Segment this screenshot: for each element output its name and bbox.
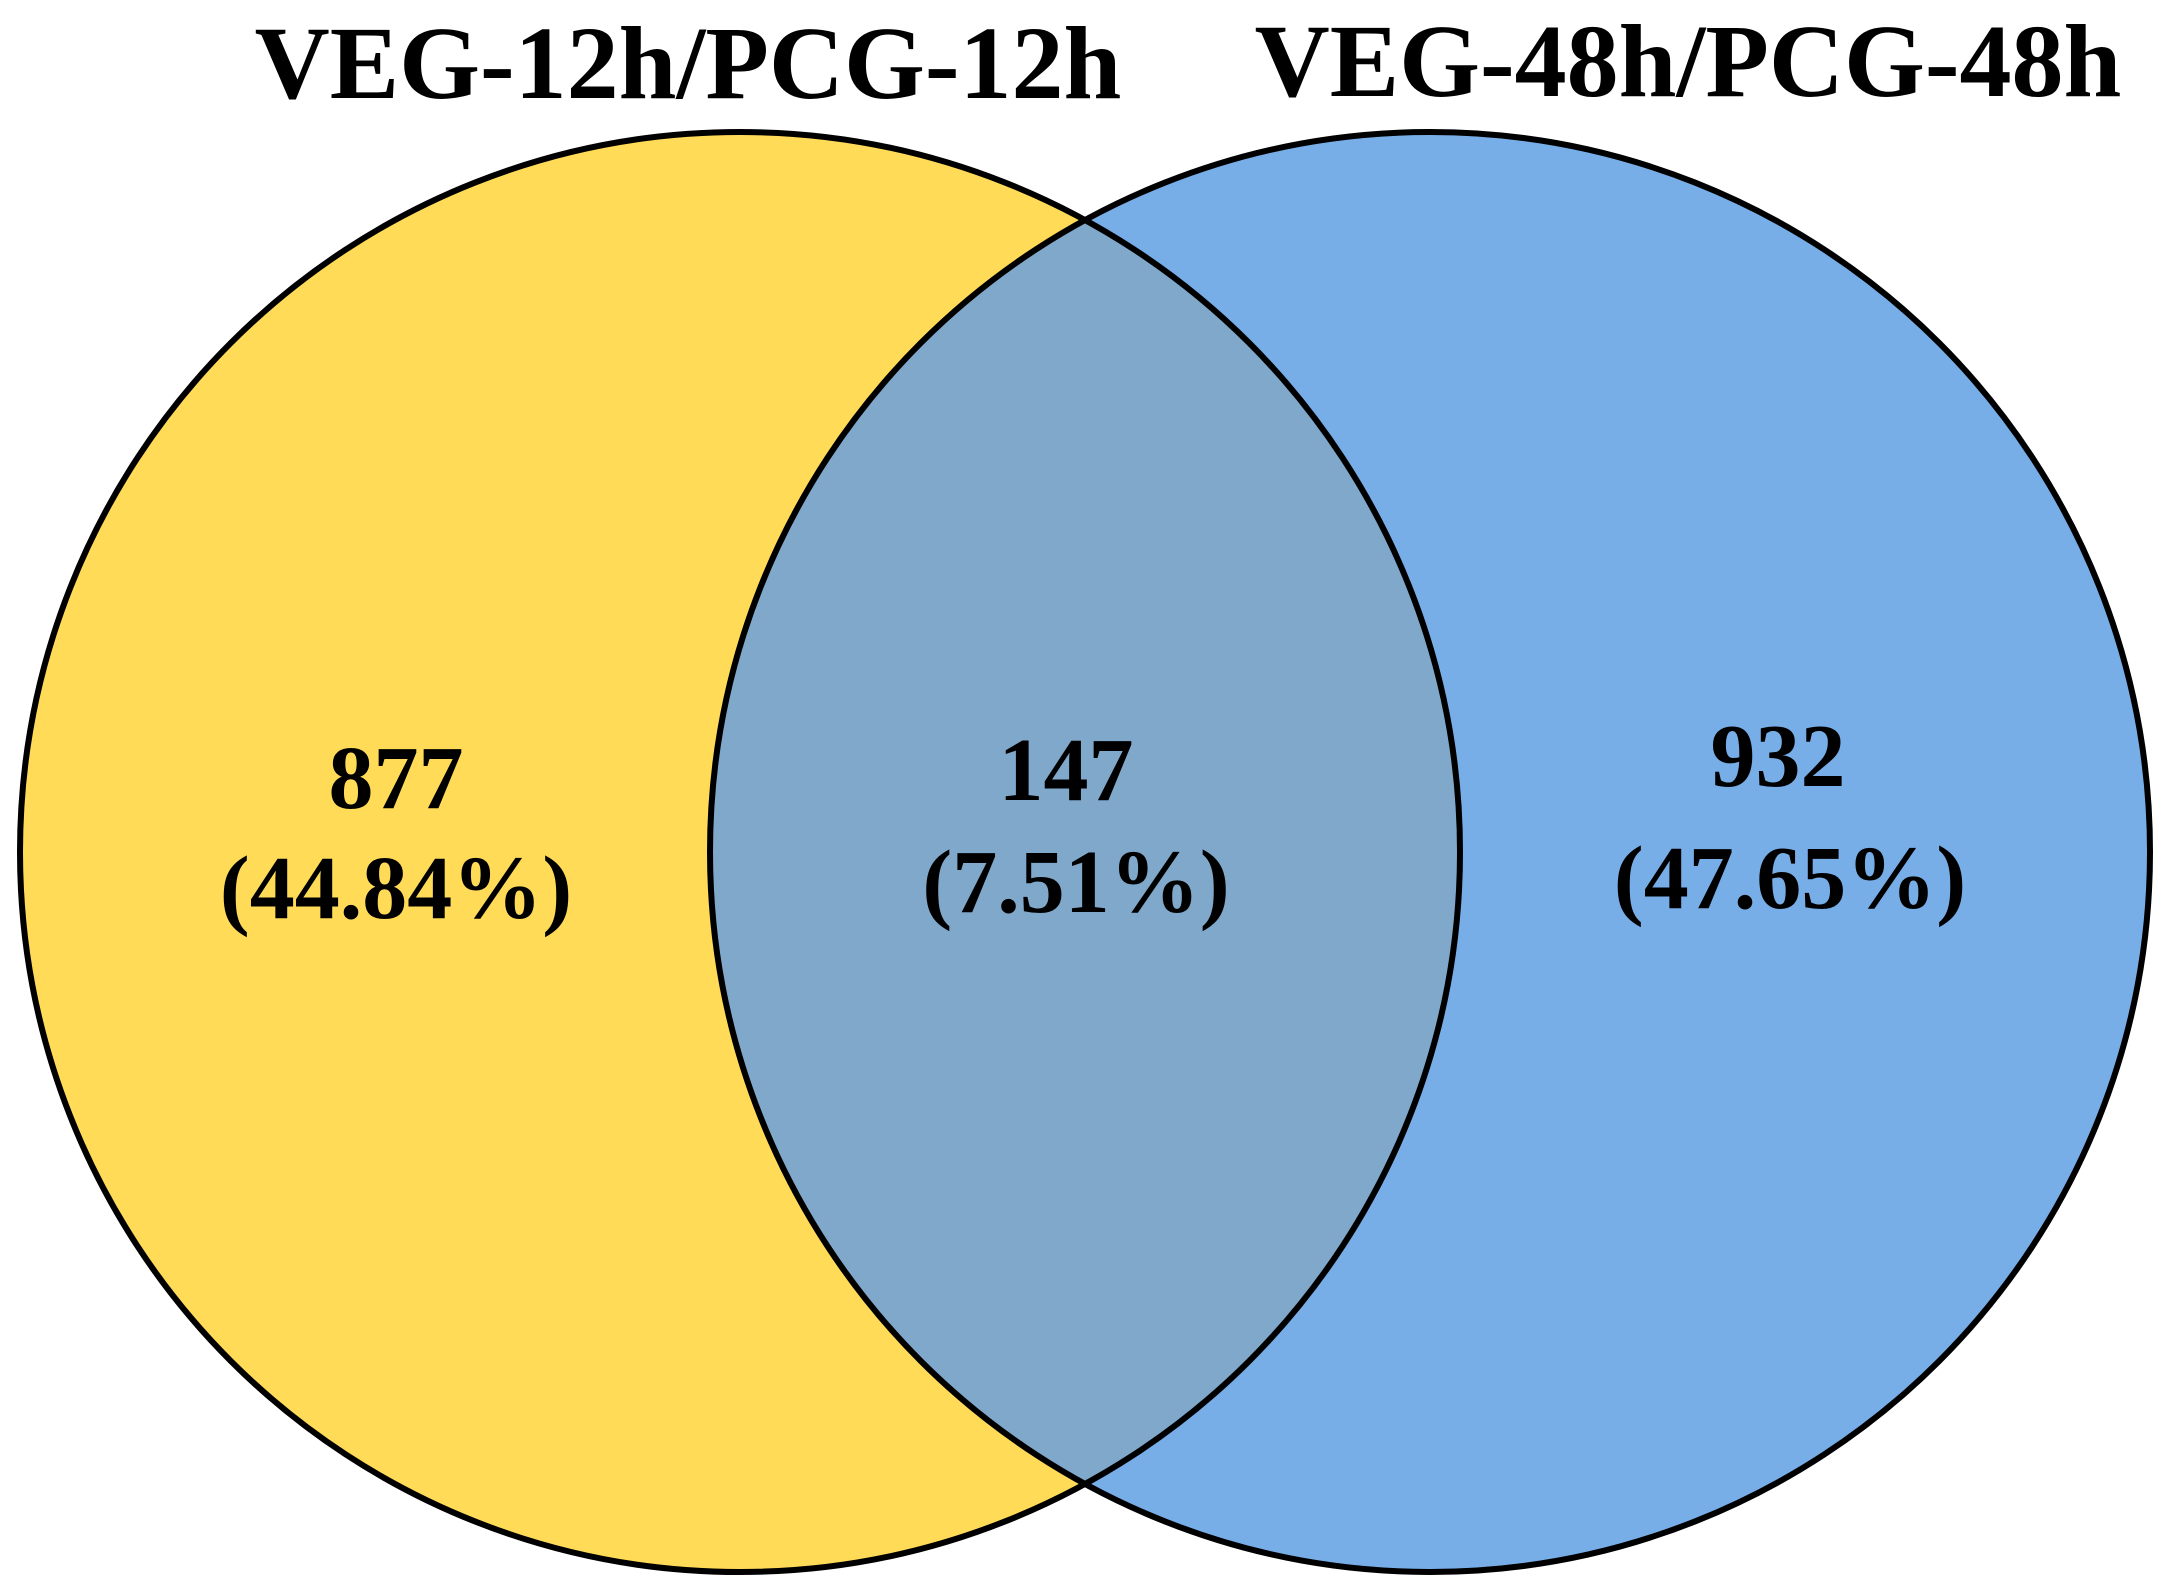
set-outline-left [17,129,1463,1575]
set-outline-right [707,129,2153,1575]
intersection-percent: (7.51%) [922,833,1229,932]
left-only-percent: (44.84%) [220,839,572,938]
intersection-region [710,132,1460,1572]
set-title-right: VEG-48h/PCG-48h [1255,4,2122,119]
right-only-percent: (47.65%) [1614,829,1966,928]
left-only-count: 877 [329,729,464,828]
right-only-count: 932 [1711,707,1846,806]
set-title-left: VEG-12h/PCG-12h [255,6,1122,121]
intersection-count: 147 [999,721,1134,820]
